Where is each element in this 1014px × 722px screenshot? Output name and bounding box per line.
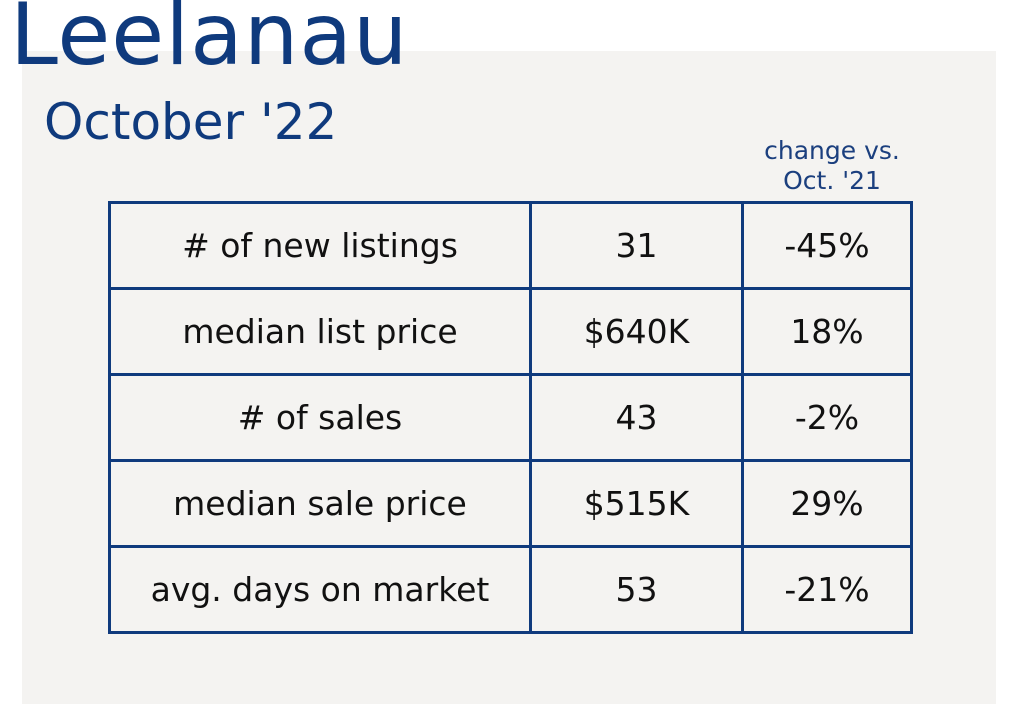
table-row: avg. days on market 53 -21% — [108, 545, 913, 634]
change-note-line-2: Oct. '21 — [783, 166, 881, 195]
metric-value: 53 — [529, 545, 744, 634]
change-note-line-1: change vs. — [764, 136, 900, 165]
metric-change: -21% — [741, 545, 913, 634]
table-row: # of sales 43 -2% — [108, 373, 913, 462]
change-column-note: change vs. Oct. '21 — [742, 136, 922, 196]
table-row: median sale price $515K 29% — [108, 459, 913, 548]
table-row: # of new listings 31 -45% — [108, 201, 913, 290]
stats-table: # of new listings 31 -45% median list pr… — [108, 201, 913, 634]
metric-value: 31 — [529, 201, 744, 290]
table-row: median list price $640K 18% — [108, 287, 913, 376]
metric-label: # of sales — [108, 373, 532, 462]
metric-change: 29% — [741, 459, 913, 548]
metric-value: $640K — [529, 287, 744, 376]
metric-label: median sale price — [108, 459, 532, 548]
page-title: Leelanau — [10, 0, 409, 85]
metric-value: $515K — [529, 459, 744, 548]
metric-label: median list price — [108, 287, 532, 376]
metric-change: 18% — [741, 287, 913, 376]
page-subtitle: October '22 — [44, 93, 338, 151]
metric-change: -45% — [741, 201, 913, 290]
metric-value: 43 — [529, 373, 744, 462]
metric-label: # of new listings — [108, 201, 532, 290]
metric-label: avg. days on market — [108, 545, 532, 634]
metric-change: -2% — [741, 373, 913, 462]
